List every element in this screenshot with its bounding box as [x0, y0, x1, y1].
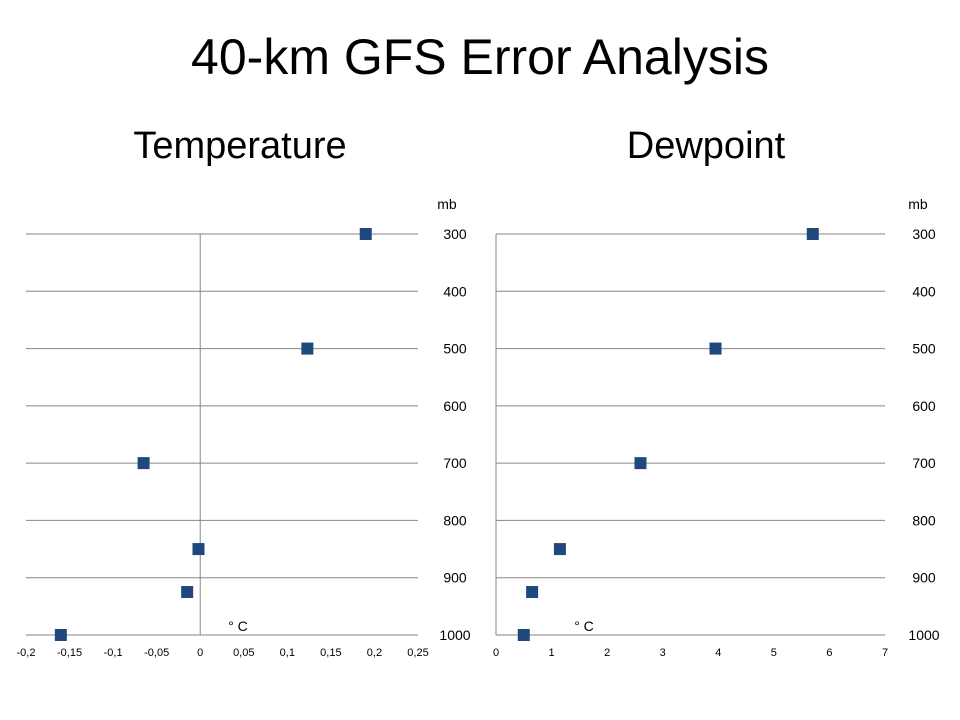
x-tick-label: 0,2 [367, 647, 382, 659]
y-tick-label: 600 [912, 398, 936, 414]
temperature-chart: 300 400 500 600 700 800 900 1000 -0,2 -0,15 -0,1 -0… [17, 196, 471, 659]
x-tick-label: 0,05 [233, 647, 254, 659]
dewpoint-chart-title: Dewpoint [626, 125, 786, 167]
data-point [181, 586, 194, 599]
y-axis-label: mb [908, 196, 928, 212]
y-tick-label: 800 [443, 512, 467, 528]
data-point [137, 457, 150, 470]
y-tick-label: 300 [912, 226, 936, 242]
data-point [709, 342, 722, 355]
x-tick-label: -0,05 [144, 647, 169, 659]
x-tick-label: 7 [882, 647, 888, 659]
x-tick-label: 0 [493, 647, 499, 659]
temperature-chart-title: Temperature [133, 125, 347, 167]
y-tick-label: 900 [443, 570, 467, 586]
x-tick-label: 3 [660, 647, 666, 659]
data-point [54, 629, 67, 641]
x-tick-label: 4 [715, 647, 721, 659]
x-tick-label: 2 [604, 647, 610, 659]
y-tick-label: 700 [443, 455, 467, 471]
y-tick-label: 300 [443, 226, 467, 242]
data-point [553, 543, 566, 556]
x-tick-label: 0 [197, 647, 203, 659]
x-axis-label: ° C [228, 618, 248, 634]
dewpoint-chart: 300 400 500 600 700 800 900 1000 0 1 2 3 4 5 6 7 mb ° C [493, 196, 940, 659]
y-tick-label: 900 [912, 570, 936, 586]
y-tick-label: 800 [912, 512, 936, 528]
y-tick-label: 500 [912, 341, 936, 357]
x-tick-label: 0,1 [280, 647, 295, 659]
data-point [806, 228, 819, 240]
y-tick-label: 600 [443, 398, 467, 414]
data-point [517, 629, 530, 641]
y-tick-label: 700 [912, 455, 936, 471]
y-tick-label: 1000 [439, 627, 470, 643]
x-tick-label: -0,1 [104, 647, 123, 659]
x-axis-label: ° C [574, 618, 594, 634]
x-tick-label: 1 [549, 647, 555, 659]
y-axis-label: mb [437, 196, 457, 212]
x-tick-label: -0,15 [57, 647, 82, 659]
data-point [301, 342, 314, 355]
data-point [359, 228, 372, 240]
x-tick-label: 6 [826, 647, 832, 659]
page-title: 40-km GFS Error Analysis [191, 29, 769, 85]
x-tick-label: 0,15 [320, 647, 341, 659]
data-point [634, 457, 647, 470]
y-tick-label: 400 [912, 283, 936, 299]
y-tick-label: 400 [443, 283, 467, 299]
data-point [192, 543, 205, 556]
x-tick-label: -0,2 [17, 647, 36, 659]
x-tick-label: 0,25 [407, 647, 428, 659]
y-tick-label: 500 [443, 341, 467, 357]
y-tick-label: 1000 [908, 627, 939, 643]
x-tick-label: 5 [771, 647, 777, 659]
data-point [526, 586, 539, 599]
